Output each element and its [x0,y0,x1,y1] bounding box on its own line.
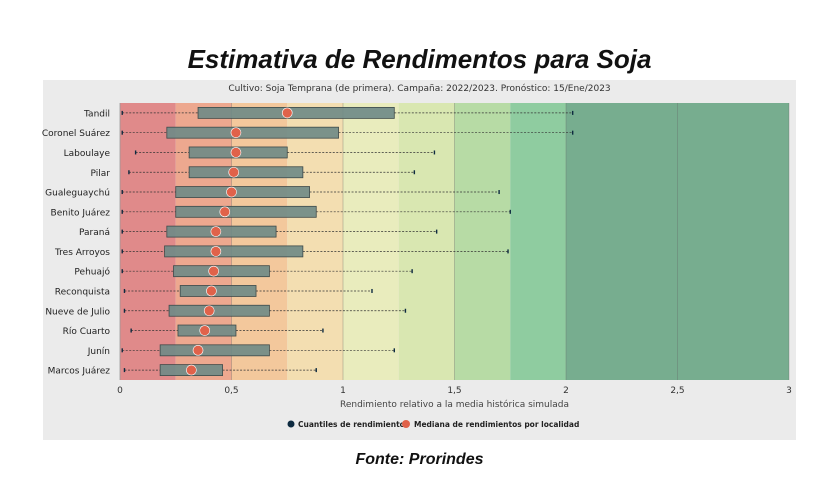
category-label: Tres Arroyos [54,248,110,258]
category-label: Gualeguaychú [45,189,110,199]
box-iqr [164,245,304,258]
box-iqr [166,126,339,139]
median-point [281,107,293,119]
box-iqr [168,304,270,317]
x-tick-label: 1 [340,386,346,396]
median-point [210,226,222,237]
median-point [228,166,240,178]
background-band-6 [454,103,511,380]
category-label: Tandil [83,109,110,119]
median-point [230,127,242,138]
legend-marker-quantiles [287,420,295,428]
category-label: Nueve de Julio [45,307,110,317]
background-band-4 [343,103,399,380]
box-iqr [175,205,317,218]
x-tick-label: 0 [117,386,123,396]
category-label: Coronel Suárez [42,129,110,139]
category-label: Laboulaye [64,149,111,159]
x-tick-label: 1,5 [447,386,461,396]
legend-label-quantiles: Cuantiles de rendimiento [298,420,405,429]
x-tick-label: 2 [563,386,569,396]
x-tick-label: 3 [786,386,792,396]
category-label: Río Cuarto [63,327,111,337]
box-iqr [173,265,270,278]
legend-marker-median [402,420,410,428]
background-band-2 [231,103,288,380]
category-label: Pilar [91,169,111,179]
median-point [186,364,197,376]
legend-label-median: Mediana de rendimientos por localidad [414,420,579,429]
background-band-1 [175,103,232,380]
x-tick-label: 0,5 [224,386,238,396]
median-point [203,305,215,317]
source-caption: Fonte: Prorindes [355,451,484,468]
category-label: Marcos Juárez [48,367,111,377]
box-iqr [197,106,395,119]
category-label: Benito Juárez [51,208,111,218]
median-point [208,265,219,277]
category-label: Reconquista [55,287,110,297]
background-band-0 [120,103,176,380]
background-band-3 [287,103,343,380]
median-point [210,246,222,257]
x-axis-label: Rendimiento relativo a la media históric… [340,399,569,410]
box-iqr [179,285,257,297]
background-band-7 [510,103,566,380]
category-label: Pehuajó [74,267,110,278]
category-label: Paraná [79,228,110,238]
median-point [230,147,242,158]
chart-subtitle: Cultivo: Soja Temprana (de primera). Cam… [228,84,611,94]
x-tick-label: 2,5 [670,386,684,396]
box-iqr [159,344,270,357]
category-label: Junín [87,347,110,357]
box-iqr [166,225,277,238]
median-point [219,206,231,218]
median-point [226,186,237,198]
chart-title: Estimativa de Rendimentos para Soja [187,44,652,74]
background-band-5 [398,103,455,380]
median-point [206,285,217,297]
median-point [192,345,204,356]
box-iqr [175,186,310,198]
median-point [199,325,211,336]
box-iqr [188,166,304,179]
